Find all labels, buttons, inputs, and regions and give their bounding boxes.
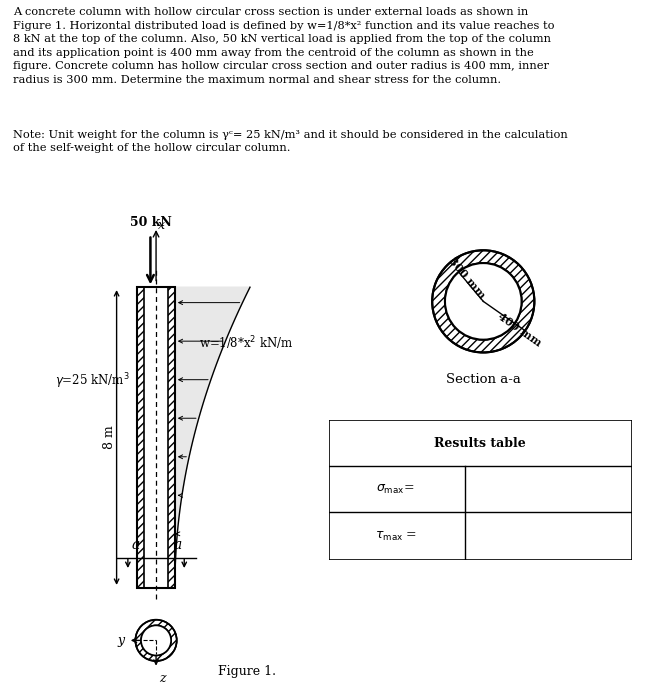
Bar [138,287,144,588]
Text: $\sigma_{\mathrm{max}}$=: $\sigma_{\mathrm{max}}$= [376,483,415,496]
Bar [144,287,168,588]
Polygon shape [175,287,250,588]
Text: Note: Unit weight for the column is γᶜ= 25 kN/m³ and it should be considered in : Note: Unit weight for the column is γᶜ= … [13,130,568,153]
Wedge shape [136,620,177,661]
Circle shape [445,263,522,340]
Wedge shape [432,251,534,353]
Text: A concrete column with hollow circular cross section is under external loads as : A concrete column with hollow circular c… [13,7,555,85]
Text: x: x [159,218,165,232]
Text: $\gamma$=25 kN/m$^3$: $\gamma$=25 kN/m$^3$ [55,371,130,391]
Text: Results table: Results table [434,437,526,449]
Text: 300 mm: 300 mm [447,255,488,300]
Text: Section a-a: Section a-a [446,373,520,386]
Text: 400 mm: 400 mm [496,311,544,349]
Bar [138,287,175,588]
Bar [168,287,175,588]
Text: z: z [159,672,165,685]
Text: a: a [174,538,182,552]
Text: Figure 1.: Figure 1. [218,666,276,678]
Text: 50 kN: 50 kN [130,216,171,229]
Text: a: a [131,538,139,552]
Text: $\tau_{\mathrm{max}}$ =: $\tau_{\mathrm{max}}$ = [374,530,417,542]
Circle shape [141,625,171,655]
Text: y: y [117,634,124,647]
Text: w=1/8*x$^2$ kN/m: w=1/8*x$^2$ kN/m [199,335,293,352]
Text: 8 m: 8 m [103,426,116,449]
